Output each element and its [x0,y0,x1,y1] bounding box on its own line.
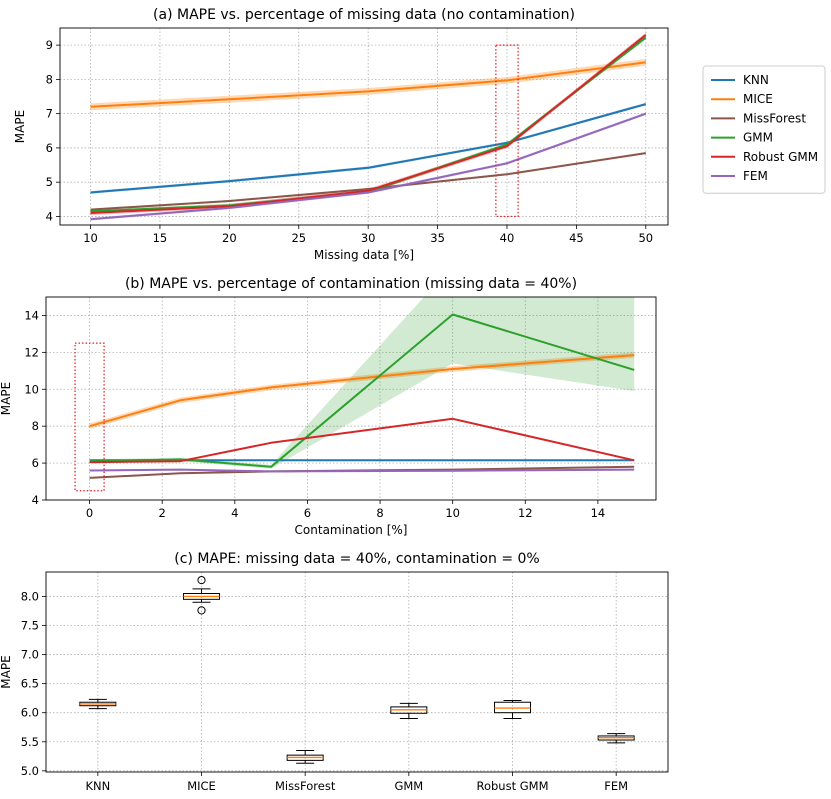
y-tick-label: 8 [32,419,39,433]
y-tick-label: 7.0 [21,648,39,662]
x-tick-label: MissForest [275,779,336,793]
axes-frame [45,296,657,501]
x-tick-label: 0 [86,506,93,520]
legend-label-robust-gmm: Robust GMM [743,150,818,164]
y-tick-label: 7.5 [21,618,39,632]
x-tick-label: KNN [85,779,110,793]
series-band-gmm [89,297,635,469]
highlight-box [74,342,105,492]
y-tick-label: 6 [32,456,39,470]
chart-title: (b) MAPE vs. percentage of contamination… [125,276,577,292]
box-robust-gmm [494,699,531,720]
y-tick-label: 6 [46,141,53,155]
y-tick-label: 6.0 [21,706,39,720]
series-line-robust-gmm [90,34,647,214]
x-tick-label: 10 [83,231,98,245]
y-tick-label: 7 [46,107,53,121]
y-tick-label: 6.5 [21,677,39,691]
series-band-mice [90,58,646,111]
chart-2: 0 2 4 6 8 10 12 14 4 6 8 10 12 14 (b) MAPE vs. percent… [0,276,657,537]
x-tick-label: 10 [445,506,460,520]
x-tick-label: 2 [159,506,166,520]
y-tick-label: 14 [24,308,39,322]
plot-area [90,32,647,221]
series-line-knn [90,103,647,194]
outlier-point [197,576,206,585]
x-tick-label: 30 [361,231,376,245]
plot-area [89,297,635,479]
axes-frame [45,571,669,773]
y-tick-label: 9 [46,38,53,52]
x-tick-label: 15 [153,231,168,245]
legend-label-knn: KNN [743,73,769,87]
series-line-mice [90,61,646,108]
series-band-missforest [90,152,646,211]
series-line-missforest [89,465,635,479]
x-tick-label: FEM [604,779,628,793]
x-tick-label: 40 [500,231,515,245]
series-line-gmm [89,313,635,468]
series-line-mice [89,354,635,428]
box-fem [597,733,635,744]
x-tick-label: 12 [518,506,533,520]
x-axis-label: Contamination [%] [295,523,408,537]
legend-label-mice: MICE [743,92,773,106]
chart-title: (c) MAPE: missing data = 40%, contaminat… [174,551,539,567]
x-tick-label: 20 [222,231,237,245]
x-tick-label: 25 [291,231,306,245]
x-tick-label: 14 [591,506,606,520]
x-tick-label: 4 [231,506,238,520]
x-tick-label: 8 [376,506,383,520]
x-tick-label: 6 [304,506,311,520]
y-tick-label: 5.0 [21,764,39,778]
legend-frame [702,65,826,194]
box-mice [183,576,220,615]
series-line-fem [90,112,647,221]
y-axis-label: MAPE [0,382,13,415]
outlier-point [197,606,206,615]
box-knn [79,698,117,710]
y-tick-label: 5.5 [21,735,39,749]
series-line-robust-gmm [89,417,635,464]
y-tick-label: 8.0 [21,589,39,603]
chart-3: KNN MICE MissForest GMM Robust GMM FEM 5.0 5.5 6… [0,551,669,793]
legend: KNN MICE MissForest GMM Robust GMM FEM [702,65,826,194]
y-tick-label: 8 [46,72,53,86]
highlight-box [495,44,519,218]
x-tick-label: 45 [569,231,584,245]
y-tick-label: 4 [32,493,39,507]
legend-label-missforest: MissForest [743,111,806,125]
x-axis-label: Missing data [%] [314,248,414,262]
series-line-fem [89,468,635,473]
legend-label-fem: FEM [743,169,768,183]
y-axis-label: MAPE [0,655,13,688]
y-tick-label: 10 [24,382,39,396]
x-tick-label: GMM [394,779,423,793]
x-tick-label: MICE [187,779,216,793]
box-missforest [286,749,324,764]
y-axis-label: MAPE [13,110,27,143]
chart-title: (a) MAPE vs. percentage of missing data … [153,7,575,23]
x-tick-label: 35 [430,231,445,245]
box-gmm [390,702,428,720]
series-line-missforest [90,152,646,211]
y-tick-label: 4 [46,209,53,223]
legend-label-gmm: GMM [743,131,773,145]
y-tick-label: 12 [24,345,39,359]
axes-frame [59,27,669,226]
y-tick-label: 5 [46,175,53,189]
x-tick-label: 50 [638,231,653,245]
x-tick-label: Robust GMM [476,779,548,793]
